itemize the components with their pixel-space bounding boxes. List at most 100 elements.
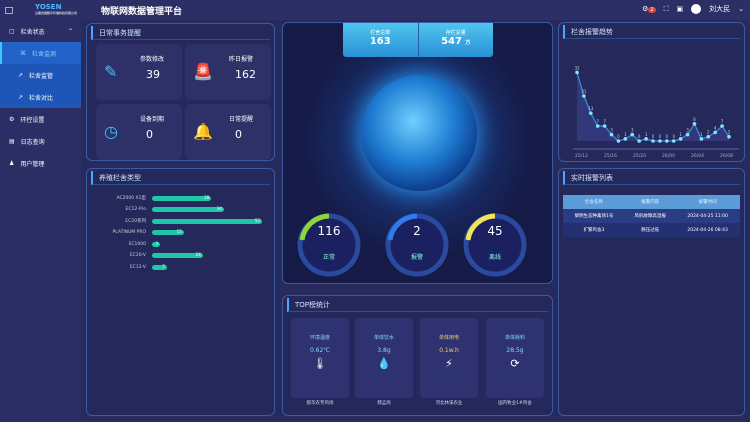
stat-label: 单体用电: [438, 335, 459, 341]
bell-icon: 🔔: [193, 122, 213, 141]
bar-row: AC2000 X1型 28: [92, 194, 212, 202]
settings-icon[interactable]: ⚙ 2: [642, 5, 656, 13]
bar-row: PLATINUM PRO 15: [92, 229, 184, 237]
bar-row: EC1000 3: [92, 240, 160, 248]
bar: 15: [152, 229, 184, 235]
top-stat-card[interactable]: 环境温度 0.62℃ 🌡: [291, 318, 349, 398]
top-stat-card[interactable]: 单体用电 0.1w.h ⚡: [420, 318, 478, 398]
trend-point[interactable]: [609, 132, 614, 137]
column-header: 栏舍名称: [563, 195, 626, 209]
bar-row: EC12-V 7: [92, 263, 167, 271]
bar-value: 24: [195, 252, 201, 257]
trend-point[interactable]: [582, 94, 586, 98]
trend-point[interactable]: [727, 134, 731, 139]
trend-point[interactable]: [623, 137, 628, 141]
trend-point[interactable]: [644, 137, 648, 141]
avatar[interactable]: [691, 4, 702, 14]
trend-data-label: 7: [721, 119, 724, 124]
bar: 7: [152, 264, 167, 270]
bar: 3: [152, 241, 160, 247]
top-stat-card[interactable]: 单体饮水 3.8g 💧: [355, 318, 413, 398]
trend-point[interactable]: [658, 139, 662, 143]
trend-point[interactable]: [630, 132, 635, 137]
trend-point[interactable]: [685, 132, 690, 137]
trend-data-label: 3: [610, 128, 613, 133]
trend-point[interactable]: [651, 139, 655, 143]
card-label: 参数修改: [140, 56, 165, 63]
trend-point[interactable]: [706, 134, 711, 139]
sidebar-item-pen-compare[interactable]: ↗ 栏舍对比: [0, 86, 81, 108]
card-value: 162: [235, 68, 256, 81]
menu-toggle-icon[interactable]: [5, 6, 13, 14]
bar-label: EC20-V: [129, 253, 146, 258]
x-tick-label: 26/00: [662, 153, 675, 159]
gauge-ring: [463, 213, 527, 277]
bar-row: EC20-V 24: [92, 252, 203, 260]
trend-data-label: 7: [596, 119, 599, 124]
cell: 静压过低: [625, 223, 676, 237]
sidebar-item-env-settings[interactable]: ⚙ 环控设置: [0, 108, 81, 130]
chevron-down-icon[interactable]: ⌄: [738, 5, 744, 13]
trend-data-label: 2: [728, 130, 731, 135]
sidebar-item-label: 栏舍监测: [32, 50, 57, 58]
gauge-label: 正常: [322, 254, 335, 261]
card-device-expire[interactable]: ◷ 设备到期 0: [96, 104, 182, 160]
trend-point[interactable]: [692, 122, 697, 126]
bar-label: AC2000 X1型: [116, 196, 146, 201]
bar-row: EC12-Pro 34: [92, 206, 224, 214]
bar-value: 28: [204, 194, 210, 200]
sidebar-item-pen-supervise[interactable]: ↗ 栏舍监管: [0, 64, 81, 86]
sidebar-item-users[interactable]: ♟ 用户管理: [0, 152, 81, 174]
total-pens: 栏舍总数 163: [343, 23, 419, 57]
bar-value: 52: [254, 217, 260, 223]
trend-data-label: 7: [603, 119, 606, 124]
card-daily-reminder[interactable]: 🔔 日常提醒 0: [185, 104, 271, 160]
x-tick-label: 25/12: [575, 153, 588, 159]
trend-data-label: 3: [631, 128, 634, 133]
table-row[interactable]: 黎明生态种禽场1号 风机故障高温报 2024-04-25 11:00: [563, 209, 740, 223]
panel-title: 养殖栏舍类型: [91, 171, 270, 185]
chevron-up-icon: ⌃: [67, 27, 73, 35]
sidebar-item-pen-monitor[interactable]: ⌘ 栏舍监测: [0, 42, 81, 64]
sidebar-item-label: 环控设置: [20, 116, 45, 124]
trend-point[interactable]: [699, 137, 704, 141]
trend-point[interactable]: [665, 139, 669, 143]
status-gauge: 116 正常: [296, 212, 362, 278]
card-yesterday-alarm[interactable]: 🚨 昨日报警 162: [185, 44, 271, 100]
trend-point[interactable]: [637, 139, 641, 143]
panel-title: TOP榜统计: [287, 298, 548, 312]
stat-label: 环境温度: [309, 335, 330, 341]
fullscreen-icon[interactable]: ⛶: [663, 4, 669, 13]
globe-image: [361, 75, 477, 191]
card-param-change[interactable]: ✎ 参数修改 39: [96, 44, 182, 100]
trend-point[interactable]: [720, 124, 724, 128]
trend-point[interactable]: [575, 70, 579, 75]
gauge-label: 报警: [410, 254, 423, 261]
bar: 34: [152, 206, 224, 212]
top-stat-card[interactable]: 单体耗料 28.5g ⟳: [486, 318, 544, 398]
total-value: 163: [369, 36, 391, 47]
sidebar-item-log[interactable]: ▤ 日志查询: [0, 130, 81, 152]
trend-point[interactable]: [589, 111, 593, 115]
trend-point[interactable]: [602, 124, 607, 128]
panel-title: 实时报警列表: [563, 171, 740, 185]
sidebar-item-pen-status[interactable]: ▢ 栏舍状态 ⌃: [0, 20, 81, 42]
cell: 2024-04-25 11:00: [675, 209, 740, 223]
stat-value: 3.8g: [377, 347, 391, 354]
bar-label: EC1000: [128, 241, 146, 247]
trend-point[interactable]: [671, 139, 676, 143]
gauge-ring: [297, 213, 361, 277]
stat-farm-name: 郝孟商: [377, 401, 391, 406]
user-name[interactable]: 刘大民: [709, 5, 731, 13]
gauge-label: 离线: [488, 254, 501, 261]
trend-point[interactable]: [713, 130, 717, 135]
trend-point[interactable]: [678, 137, 683, 141]
lightning-icon: ⚡: [445, 357, 453, 370]
sidebar-item-label: 栏舍对比: [29, 94, 54, 102]
bar: 24: [152, 252, 203, 258]
trend-point[interactable]: [616, 139, 621, 143]
export-icon[interactable]: ▣: [676, 5, 684, 13]
table-row[interactable]: 扩繁鸡舍3 静压过低 2024-04-26 08:43: [563, 223, 740, 237]
stock-total: 存栏总量 547 万: [419, 23, 494, 57]
trend-point[interactable]: [595, 124, 600, 128]
